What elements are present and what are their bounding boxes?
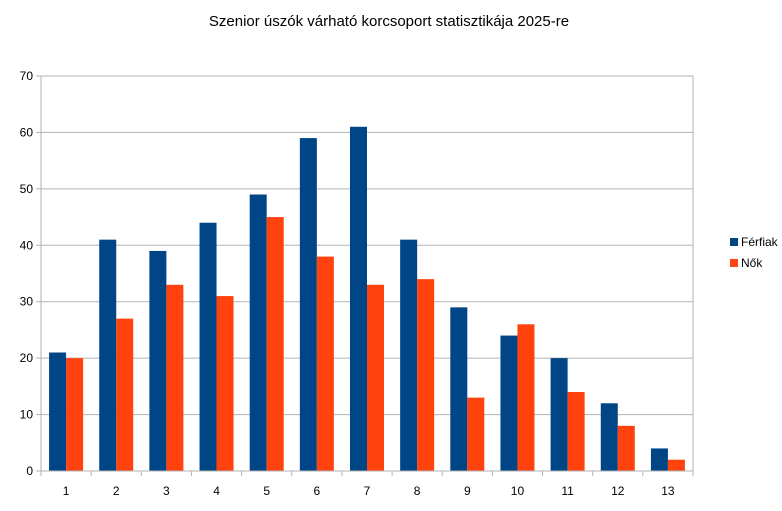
bar-nok-3: [166, 284, 184, 471]
bar-nok-1: [66, 358, 84, 471]
bar-ferfiak-8: [400, 239, 418, 471]
x-tick-label: 11: [561, 484, 574, 498]
x-tick-label: 3: [163, 484, 170, 498]
bar-ferfiak-10: [500, 335, 518, 471]
legend-swatch: [730, 238, 738, 246]
x-tick-label: 4: [213, 484, 220, 498]
x-tick-label: 7: [364, 484, 371, 498]
y-tick-labels: 0 10 20 30 40 50 60 70: [20, 69, 34, 478]
y-tick-label: 50: [20, 182, 34, 196]
bar-nok-5: [266, 217, 284, 471]
y-tick-label: 20: [20, 351, 34, 365]
x-tick-label: 9: [464, 484, 471, 498]
legend-label: Nők: [741, 256, 763, 270]
bar-ferfiak-4: [199, 222, 217, 471]
x-tick-label: 12: [611, 484, 625, 498]
x-tick-label: 13: [661, 484, 675, 498]
x-tick-label: 6: [314, 484, 321, 498]
bars: [49, 126, 685, 472]
bar-nok-4: [216, 296, 234, 471]
bar-ferfiak-7: [350, 126, 367, 472]
bar-ferfiak-13: [650, 448, 668, 471]
x-tick-labels: 1 2 3 4 5 6 7 8 9 10 11 12 13: [63, 484, 675, 498]
bar-ferfiak-6: [299, 138, 317, 472]
bar-ferfiak-2: [99, 239, 117, 471]
y-tick-label: 30: [20, 295, 34, 309]
legend: Férfiak Nők: [730, 235, 779, 270]
y-tick-label: 60: [20, 125, 34, 139]
y-tick-label: 40: [20, 238, 34, 252]
x-tick-label: 1: [63, 484, 70, 498]
legend-swatch: [730, 259, 738, 267]
chart-title: Szenior úszók várható korcsoport statisz…: [209, 13, 569, 30]
bar-ferfiak-3: [149, 250, 167, 471]
y-tick-label: 0: [26, 464, 33, 478]
legend-label: Férfiak: [741, 235, 779, 249]
y-tick-label: 70: [20, 69, 34, 83]
x-tick-label: 5: [263, 484, 270, 498]
bar-nok-11: [567, 392, 585, 471]
x-tick-label: 10: [511, 484, 525, 498]
axes: [40, 76, 694, 476]
bar-ferfiak-1: [49, 352, 67, 471]
bar-nok-6: [316, 256, 334, 471]
bar-nok-12: [617, 425, 635, 471]
bar-ferfiak-5: [249, 194, 267, 471]
bar-ferfiak-11: [550, 358, 568, 471]
bar-ferfiak-12: [600, 403, 618, 471]
y-tick-label: 10: [20, 408, 34, 422]
x-tick-label: 2: [113, 484, 120, 498]
bar-nok-9: [467, 397, 485, 471]
bar-ferfiak-9: [450, 307, 468, 471]
bar-nok-8: [417, 279, 435, 471]
bar-nok-10: [517, 324, 535, 471]
bar-nok-7: [367, 284, 384, 471]
bar-nok-13: [667, 459, 685, 471]
x-tick-label: 8: [414, 484, 421, 498]
bar-nok-2: [116, 318, 134, 471]
